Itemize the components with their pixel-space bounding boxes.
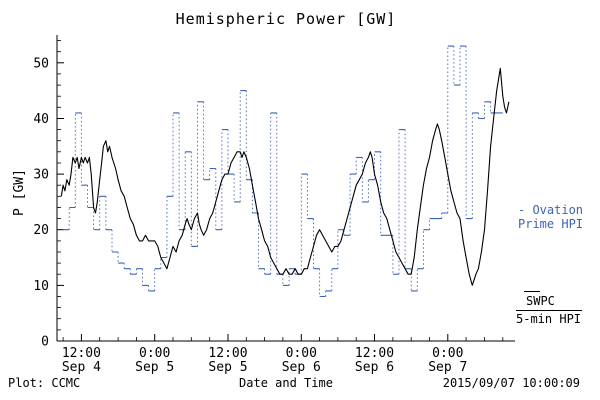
swpc-divider-line <box>516 310 582 311</box>
chart-title: Hemispheric Power [GW] <box>175 10 397 28</box>
svg-text:0:00: 0:00 <box>139 346 170 361</box>
legend-ovation-line2: Prime HPI <box>518 217 584 231</box>
svg-text:20: 20 <box>33 223 49 238</box>
x-axis-label: Date and Time <box>239 376 333 390</box>
svg-text:50: 50 <box>33 56 49 71</box>
svg-text:0:00: 0:00 <box>432 346 463 361</box>
svg-text:12:00: 12:00 <box>62 346 101 361</box>
timestamp: 2015/09/07 10:00:09 <box>442 376 580 390</box>
svg-text:12:00: 12:00 <box>355 346 394 361</box>
svg-text:Sep 4: Sep 4 <box>62 360 101 375</box>
svg-text:Sep 5: Sep 5 <box>208 360 247 375</box>
svg-text:0: 0 <box>41 335 49 350</box>
legend-swpc-line2: 5-min HPI <box>516 312 582 326</box>
swpc-line-sample-icon <box>524 291 540 292</box>
svg-text:30: 30 <box>33 168 49 183</box>
svg-text:Sep 6: Sep 6 <box>355 360 394 375</box>
series-swpc <box>60 67 510 286</box>
svg-text:0:00: 0:00 <box>286 346 317 361</box>
svg-text:Sep 6: Sep 6 <box>282 360 321 375</box>
svg-text:12:00: 12:00 <box>208 346 247 361</box>
axes <box>56 35 515 342</box>
svg-text:10: 10 <box>33 279 49 294</box>
plot-credit: Plot: CCMC <box>8 376 81 390</box>
svg-text:Sep 5: Sep 5 <box>135 360 174 375</box>
legend-ovation-line1: - Ovation <box>518 203 584 217</box>
y-axis-label: P [GW] <box>12 169 27 216</box>
legend-swpc: SWPC 5-min HPI <box>516 291 582 326</box>
svg-text:40: 40 <box>33 112 49 127</box>
svg-text:Sep 7: Sep 7 <box>428 360 467 375</box>
series-ovation <box>63 45 503 298</box>
legend-swpc-line1: SWPC <box>526 294 555 308</box>
y-axis: 0 10 20 30 40 50 <box>33 40 64 350</box>
legend-ovation: - Ovation Prime HPI <box>518 203 583 231</box>
